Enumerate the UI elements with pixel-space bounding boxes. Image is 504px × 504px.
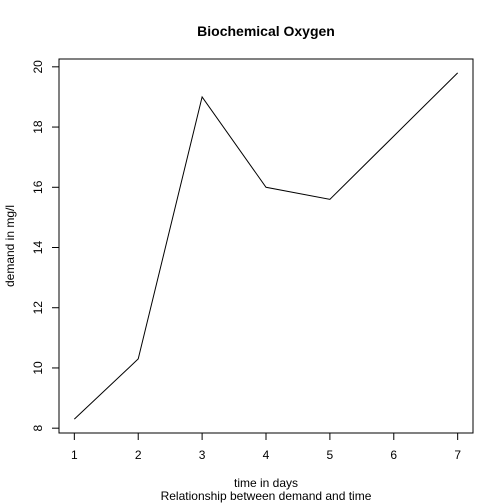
chart-subtitle: Relationship between demand and time — [161, 489, 372, 503]
y-axis-label: demand in mg/l — [3, 205, 17, 287]
x-tick-label: 4 — [263, 448, 270, 462]
chart-title: Biochemical Oxygen — [197, 23, 335, 39]
series-line — [73, 72, 459, 420]
y-axis: 8 10 12 14 16 18 20 — [31, 60, 59, 432]
x-tick-label: 7 — [454, 448, 461, 462]
x-tick-label: 1 — [71, 448, 78, 462]
y-tick-label: 20 — [31, 60, 45, 74]
y-tick-label: 12 — [31, 301, 45, 315]
x-axis: 1 2 3 4 5 6 7 — [71, 433, 461, 462]
y-tick-label: 18 — [31, 120, 45, 134]
plot-box — [58, 58, 474, 434]
x-tick-label: 2 — [135, 448, 142, 462]
x-tick-label: 3 — [199, 448, 206, 462]
y-tick-label: 10 — [31, 361, 45, 375]
x-tick-label: 5 — [327, 448, 334, 462]
series-layer — [73, 72, 459, 420]
y-tick-label: 14 — [31, 241, 45, 255]
y-tick-label: 16 — [31, 180, 45, 194]
x-tick-label: 6 — [390, 448, 397, 462]
x-axis-label: time in days — [234, 476, 298, 490]
y-tick-label: 8 — [31, 425, 45, 432]
